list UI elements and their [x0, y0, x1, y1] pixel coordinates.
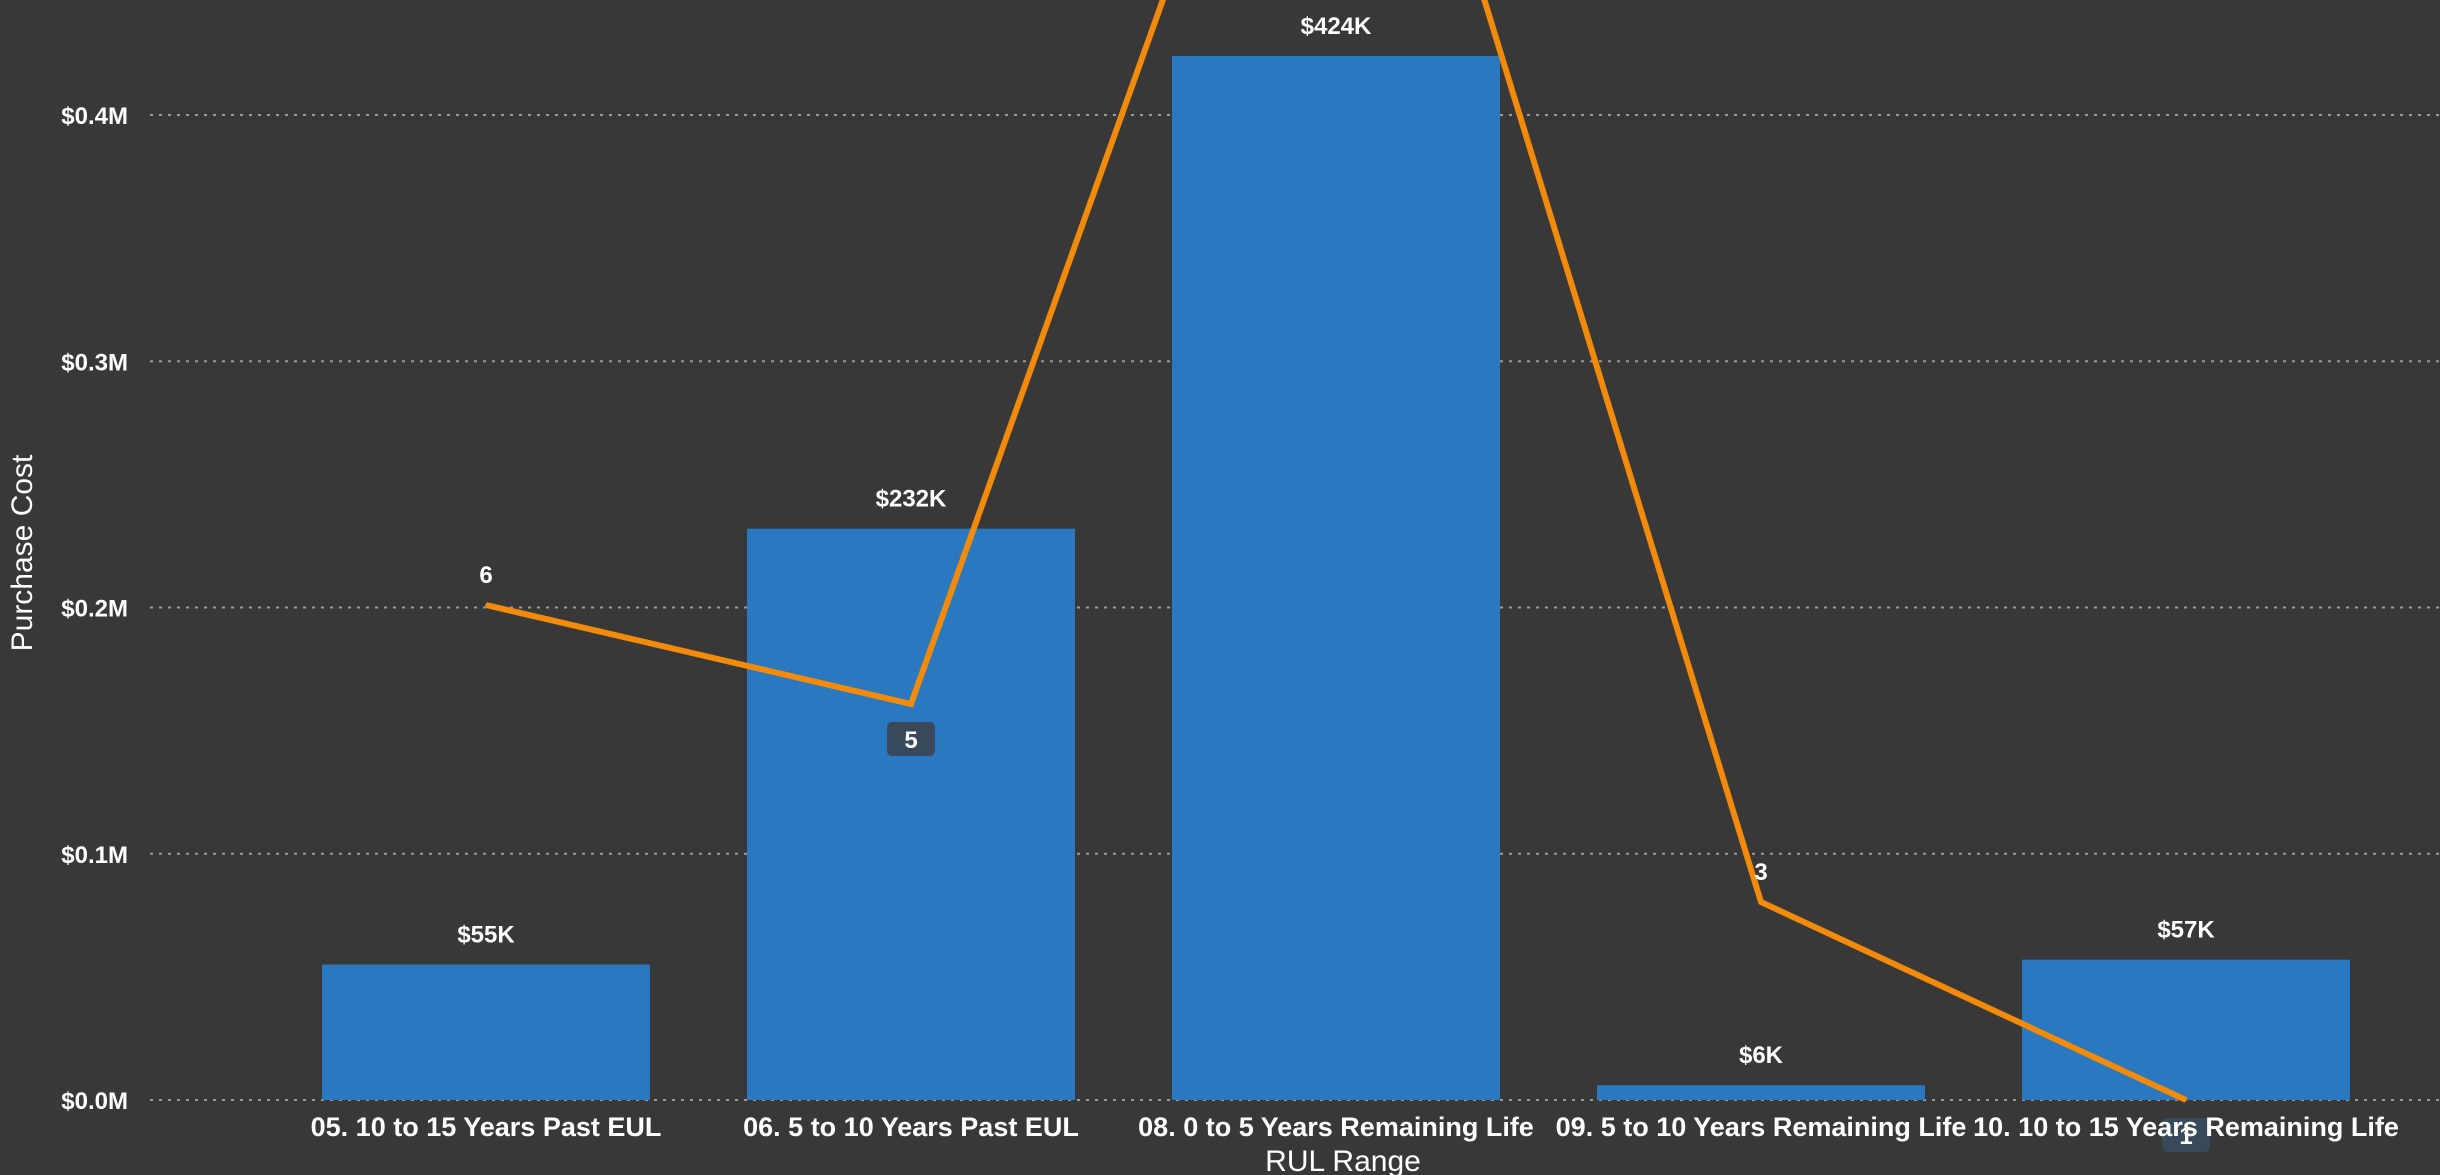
bar [1172, 55, 1500, 1100]
line-label-box [2162, 1118, 2210, 1152]
line-point [910, 703, 912, 705]
bar [2022, 959, 2350, 1100]
line-data-label: 1 [2179, 1123, 2192, 1150]
x-axis-title: RUL Range [1265, 1145, 1421, 1175]
bar-data-label: $232K [876, 486, 947, 513]
line-point [485, 604, 487, 606]
line-point [2185, 1099, 2187, 1101]
x-tick-label: 09. 5 to 10 Years Remaining Life [1556, 1112, 1967, 1142]
x-tick-label: 06. 5 to 10 Years Past EUL [743, 1112, 1079, 1142]
x-tick-label: 05. 10 to 15 Years Past EUL [311, 1112, 662, 1142]
bar-series [322, 55, 2350, 1100]
y-tick-label: $0.1M [61, 842, 128, 869]
y-tick-label: $0.2M [61, 596, 128, 623]
line-path [485, 0, 2188, 1103]
line-series [485, 0, 2188, 1103]
x-axis-ticks: 05. 10 to 15 Years Past EUL 06. 5 to 10 Y… [311, 1112, 2399, 1142]
y-tick-label: $0.4M [61, 103, 128, 130]
bar-data-labels: $55K $232K $424K $6K $57K [457, 13, 2215, 1069]
bar-data-label: $6K [1739, 1042, 1784, 1069]
line-data-label: 5 [904, 727, 917, 754]
line-data-labels: 6 5 3 1 [479, 562, 2210, 1152]
x-tick-label: 08. 0 to 5 Years Remaining Life [1138, 1112, 1534, 1142]
y-tick-label: $0.3M [61, 349, 128, 376]
y-tick-label: $0.0M [61, 1088, 128, 1115]
line-point [1760, 901, 1762, 903]
line-data-label: 3 [1754, 859, 1767, 886]
bar [322, 964, 650, 1100]
bar-data-label: $57K [2157, 917, 2215, 944]
bar-data-label: $424K [1301, 13, 1372, 40]
y-axis-ticks: $0.0M $0.1M $0.2M $0.3M $0.4M [61, 103, 128, 1115]
line-data-label: 6 [479, 562, 492, 589]
bar [1597, 1085, 1925, 1100]
y-axis-title: Purchase Cost [6, 454, 39, 651]
bar [747, 528, 1075, 1100]
line-label-box [887, 722, 935, 756]
bar-data-label: $55K [457, 922, 515, 949]
x-tick-label: 10. 10 to 15 Years Remaining Life [1973, 1112, 2399, 1142]
